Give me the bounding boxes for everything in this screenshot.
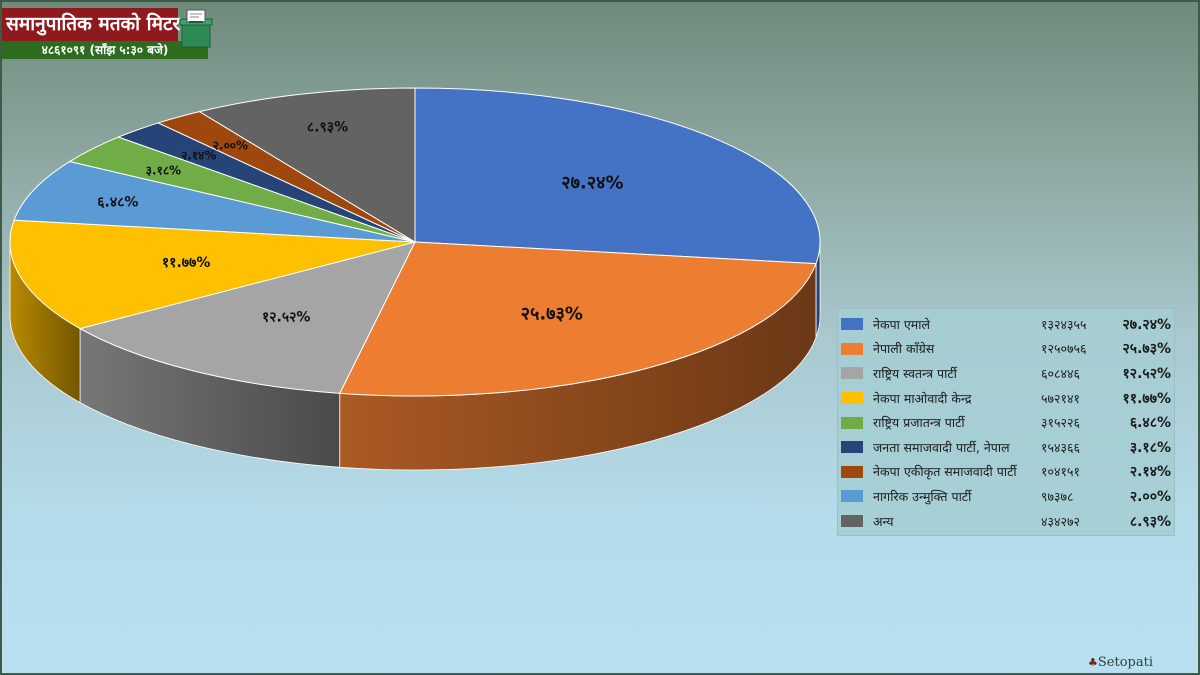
- legend-swatch: [841, 342, 863, 355]
- brand-name: Setopati: [1097, 655, 1153, 670]
- legend-item: नेकपा माओवादी केन्द्र ५७२१४१ ११.७७%: [838, 386, 1174, 411]
- pie-slice-label: ११.७७%: [162, 255, 210, 271]
- pie-slice-label: २५.७३%: [521, 304, 583, 325]
- legend-name: नेपाली काँग्रेस: [873, 341, 935, 357]
- pie-slice-label: ८.९३%: [307, 120, 348, 136]
- legend-name: जनता समाजवादी पार्टी, नेपाल: [873, 439, 1010, 455]
- chart-title: समानुपातिक मतको मिटर: [2, 8, 180, 41]
- legend-item: जनता समाजवादी पार्टी, नेपाल १५४३६६ ३.१८%: [838, 435, 1174, 460]
- legend-name: राष्ट्रिय स्वतन्त्र पार्टी: [873, 365, 957, 381]
- legend-votes: ४३४२७२: [1041, 513, 1081, 529]
- legend-votes: १३२४३५५: [1041, 316, 1087, 332]
- chart-legend: नेकपा एमाले १३२४३५५ २७.२४% नेपाली काँग्र…: [837, 308, 1175, 536]
- legend-percent: ११.७७%: [1122, 390, 1171, 407]
- legend-name: नेकपा एमाले: [873, 316, 930, 332]
- legend-item: नागरिक उन्मुक्ति पार्टी ९७३७८ २.००%: [838, 484, 1174, 509]
- legend-item: नेकपा एमाले १३२४३५५ २७.२४%: [838, 312, 1174, 337]
- legend-swatch: [841, 515, 863, 528]
- legend-swatch: [841, 416, 863, 429]
- legend-item: राष्ट्रिय प्रजातन्त्र पार्टी ३१५२२६ ६.४८…: [838, 410, 1174, 435]
- pie-slice-label: २७.२४%: [561, 172, 623, 193]
- legend-name: नागरिक उन्मुक्ति पार्टी: [873, 488, 972, 504]
- pie-slice: [198, 87, 416, 243]
- legend-name: नेकपा माओवादी केन्द्र: [873, 390, 972, 406]
- legend-swatch: [841, 318, 863, 331]
- legend-votes: ३१५२२६: [1041, 415, 1081, 431]
- legend-swatch: [841, 367, 863, 380]
- legend-percent: २५.७३%: [1122, 341, 1171, 358]
- chart-subtitle: ४८६१०९१ (साँझ ५:३० बजे): [2, 41, 208, 59]
- brand-mark-icon: ♣: [1088, 656, 1098, 669]
- legend-swatch: [841, 465, 863, 478]
- pie-slice-label: ६.४८%: [97, 194, 138, 210]
- pie-slice: [13, 161, 416, 243]
- legend-votes: ९७३७८: [1041, 488, 1074, 504]
- legend-percent: २.१४%: [1129, 464, 1171, 481]
- pie-slice: [338, 241, 817, 397]
- legend-percent: ३.१८%: [1129, 439, 1171, 456]
- pie-slice-label: २.१४%: [181, 148, 216, 162]
- pie-slice: [78, 241, 416, 394]
- legend-name: नेकपा एकीकृत समाजवादी पार्टी: [873, 464, 1017, 480]
- legend-item: नेपाली काँग्रेस १२५०७५६ २५.७३%: [838, 337, 1174, 362]
- legend-item: राष्ट्रिय स्वतन्त्र पार्टी ६०८४४६ १२.५२%: [838, 361, 1174, 386]
- pie-slice: [414, 87, 821, 265]
- legend-swatch: [841, 441, 863, 454]
- pie-slice-label: ३.१८%: [146, 163, 181, 177]
- legend-votes: ५७२१४१: [1041, 390, 1081, 406]
- legend-percent: ६.४८%: [1129, 415, 1171, 432]
- legend-votes: १०४१५१: [1041, 464, 1081, 480]
- legend-swatch: [841, 490, 863, 503]
- legend-votes: १२५०७५६: [1041, 341, 1087, 357]
- legend-votes: १५४३६६: [1041, 439, 1081, 455]
- legend-item: अन्य ४३४२७२ ८.९३%: [838, 509, 1174, 534]
- legend-percent: ८.९३%: [1129, 513, 1171, 530]
- legend-swatch: [841, 392, 863, 405]
- pie-chart: २७.२४% २५.७३% १२.५२% ११.७७% ६.४८% ३.१८%२.१४%२…: [9, 87, 821, 471]
- legend-votes: ६०८४४६: [1041, 365, 1081, 381]
- legend-percent: २.००%: [1129, 488, 1171, 505]
- legend-name: राष्ट्रिय प्रजातन्त्र पार्टी: [873, 415, 965, 431]
- pie-slice-label: २.००%: [213, 139, 248, 153]
- legend-name: अन्य: [873, 513, 894, 529]
- brand-logo: ♣Setopati: [1088, 655, 1153, 670]
- pie-slice-label: १२.५२%: [262, 310, 310, 326]
- legend-item: नेकपा एकीकृत समाजवादी पार्टी १०४१५१ २.१४…: [838, 460, 1174, 485]
- legend-percent: २७.२४%: [1122, 316, 1171, 333]
- pie-slice: [9, 219, 416, 330]
- ballot-box-icon: [179, 9, 213, 48]
- legend-percent: १२.५२%: [1122, 365, 1171, 382]
